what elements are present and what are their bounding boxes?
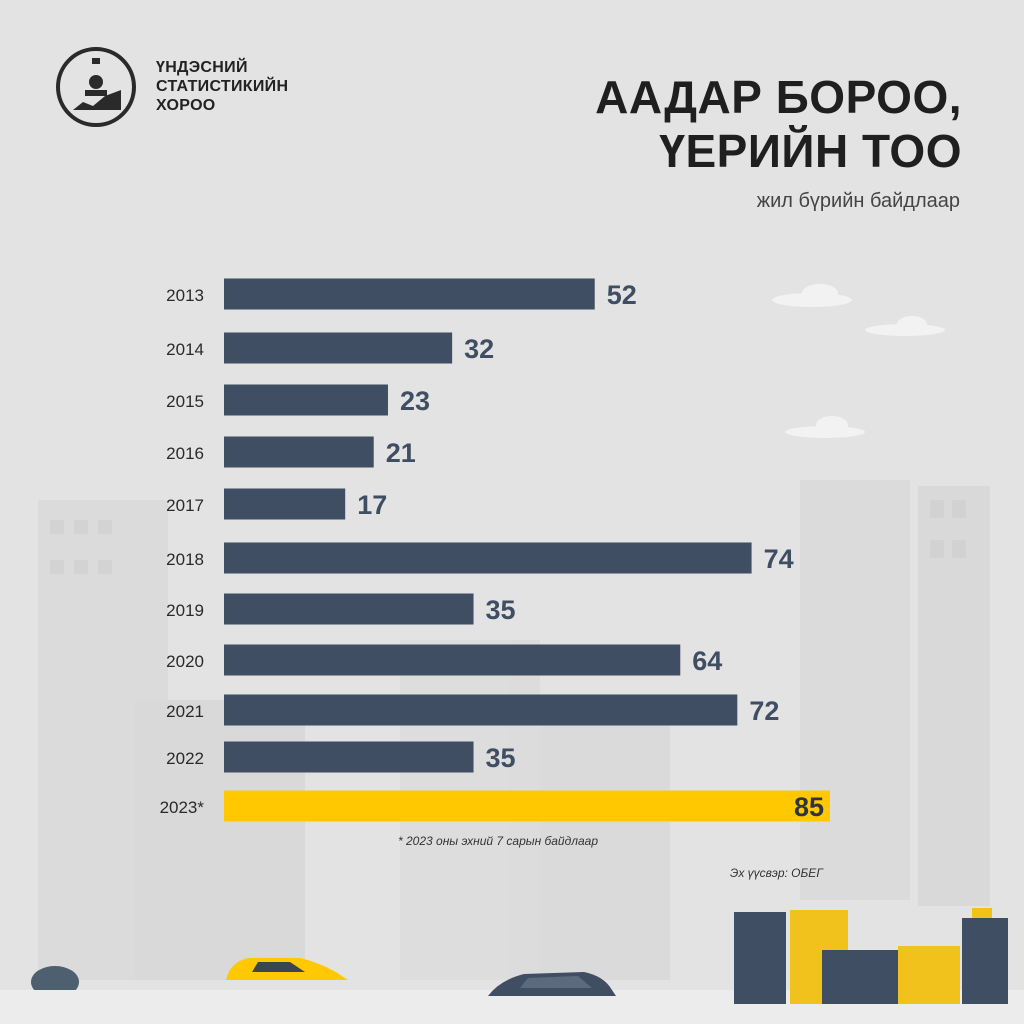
category-label: 2014 [166, 340, 204, 359]
category-label: 2022 [166, 749, 204, 768]
category-label: 2021 [166, 702, 204, 721]
bar [224, 332, 453, 364]
bar [224, 436, 374, 468]
bar [224, 542, 752, 574]
value-label: 52 [607, 280, 637, 310]
chart-title: ААДАР БОРОО, ҮЕРИЙН ТОО [595, 70, 962, 178]
value-label: 72 [749, 696, 779, 726]
bar [224, 384, 388, 416]
org-name-line: ХОРОО [156, 97, 216, 114]
category-label: 2018 [166, 550, 204, 569]
value-label: 35 [486, 743, 516, 773]
chart-title-line: ААДАР БОРОО, [595, 71, 962, 123]
value-label: 64 [692, 646, 722, 676]
category-label: 2017 [166, 496, 204, 515]
value-label: 74 [764, 544, 794, 574]
bar [224, 741, 474, 773]
chart-subtitle: жил бүрийн байдлаар [756, 190, 960, 212]
bar [224, 694, 738, 726]
bar [224, 278, 595, 310]
value-label: 35 [486, 595, 516, 625]
chart-title-line: ҮЕРИЙН ТОО [659, 125, 962, 177]
source-note: Эх үүсвэр: ОБЕГ [730, 866, 823, 880]
category-label: 2015 [166, 392, 204, 411]
category-label: 2013 [166, 286, 204, 305]
org-name: ҮНДЭСНИЙ СТАТИСТИКИЙН ХОРОО [156, 58, 288, 115]
footnote: * 2023 оны эхний 7 сарын байдлаар [398, 834, 599, 848]
bar [224, 593, 474, 625]
value-label: 32 [464, 334, 494, 364]
category-label: 2016 [166, 444, 204, 463]
bar [224, 790, 830, 822]
bar [224, 488, 346, 520]
org-name-line: ҮНДЭСНИЙ [156, 59, 248, 76]
category-label: 2023* [160, 798, 205, 817]
bar [224, 644, 681, 676]
category-label: 2019 [166, 601, 204, 620]
value-label: 23 [400, 386, 430, 416]
category-label: 2020 [166, 652, 204, 671]
org-logo-icon [56, 47, 136, 127]
value-label: 85 [794, 792, 824, 822]
value-label: 17 [357, 490, 387, 520]
value-label: 21 [386, 438, 416, 468]
org-name-line: СТАТИСТИКИЙН [156, 78, 289, 95]
